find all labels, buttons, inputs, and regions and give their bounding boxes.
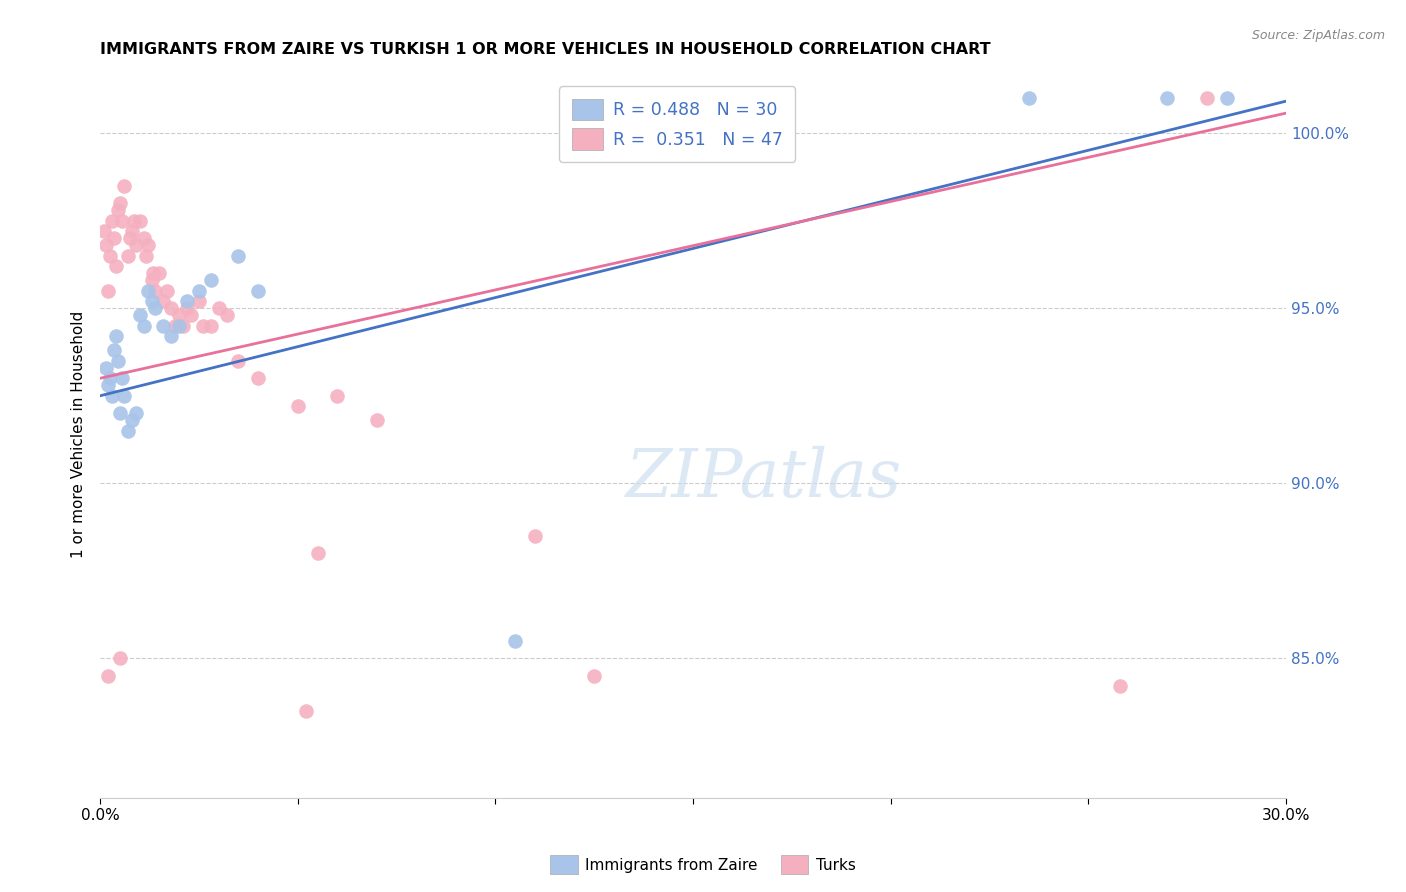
Point <box>118 231 141 245</box>
Point <box>145 284 167 298</box>
Point <box>503 633 526 648</box>
Point <box>160 329 183 343</box>
Point <box>247 284 270 298</box>
Y-axis label: 1 or more Vehicles in Household: 1 or more Vehicles in Household <box>72 310 86 558</box>
Point <box>141 273 163 287</box>
Point <box>307 546 329 560</box>
Point <box>97 668 120 682</box>
Point <box>128 214 150 228</box>
Point <box>122 214 145 228</box>
Point <box>294 704 316 718</box>
Point <box>142 266 165 280</box>
Point <box>1215 91 1237 105</box>
Point <box>117 424 139 438</box>
Point <box>111 214 134 228</box>
Point <box>94 360 117 375</box>
Point <box>117 249 139 263</box>
Point <box>160 301 183 316</box>
Point <box>98 249 121 263</box>
Legend: Immigrants from Zaire, Turks: Immigrants from Zaire, Turks <box>544 849 862 880</box>
Point <box>200 318 222 333</box>
Point <box>107 353 129 368</box>
Point <box>247 371 270 385</box>
Text: IMMIGRANTS FROM ZAIRE VS TURKISH 1 OR MORE VEHICLES IN HOUSEHOLD CORRELATION CHA: IMMIGRANTS FROM ZAIRE VS TURKISH 1 OR MO… <box>100 42 991 57</box>
Point <box>104 329 127 343</box>
Point <box>215 308 238 322</box>
Point <box>167 318 190 333</box>
Point <box>1156 91 1178 105</box>
Point <box>135 249 157 263</box>
Point <box>172 318 194 333</box>
Point <box>176 301 198 316</box>
Point <box>121 413 143 427</box>
Point <box>94 238 117 252</box>
Point <box>141 294 163 309</box>
Text: ZIPatlas: ZIPatlas <box>626 445 903 510</box>
Point <box>152 294 174 309</box>
Point <box>108 651 131 665</box>
Point <box>107 203 129 218</box>
Point <box>165 318 187 333</box>
Point <box>103 343 125 358</box>
Point <box>145 301 167 316</box>
Point <box>187 294 209 309</box>
Point <box>136 284 159 298</box>
Point <box>103 231 125 245</box>
Point <box>111 371 134 385</box>
Point <box>228 249 250 263</box>
Point <box>112 389 135 403</box>
Point <box>167 308 190 322</box>
Point <box>121 224 143 238</box>
Point <box>156 284 179 298</box>
Point <box>583 668 606 682</box>
Point <box>101 214 124 228</box>
Point <box>108 196 131 211</box>
Point <box>180 308 202 322</box>
Point <box>523 529 546 543</box>
Point <box>98 371 121 385</box>
Point <box>93 224 115 238</box>
Point <box>152 318 174 333</box>
Point <box>1018 91 1040 105</box>
Point <box>287 399 309 413</box>
Point <box>228 353 250 368</box>
Point <box>125 238 148 252</box>
Point <box>132 231 155 245</box>
Point <box>104 260 127 274</box>
Point <box>108 406 131 420</box>
Point <box>366 413 388 427</box>
Point <box>176 294 198 309</box>
Point <box>200 273 222 287</box>
Point <box>97 284 120 298</box>
Text: Source: ZipAtlas.com: Source: ZipAtlas.com <box>1251 29 1385 42</box>
Point <box>148 266 170 280</box>
Point <box>128 308 150 322</box>
Point <box>1195 91 1218 105</box>
Point <box>132 318 155 333</box>
Point <box>112 178 135 193</box>
Point <box>125 406 148 420</box>
Point <box>136 238 159 252</box>
Point <box>208 301 231 316</box>
Point <box>101 389 124 403</box>
Point <box>97 378 120 392</box>
Point <box>326 389 349 403</box>
Point <box>187 284 209 298</box>
Point <box>191 318 214 333</box>
Legend: R = 0.488   N = 30, R =  0.351   N = 47: R = 0.488 N = 30, R = 0.351 N = 47 <box>560 87 796 161</box>
Point <box>1109 679 1132 693</box>
